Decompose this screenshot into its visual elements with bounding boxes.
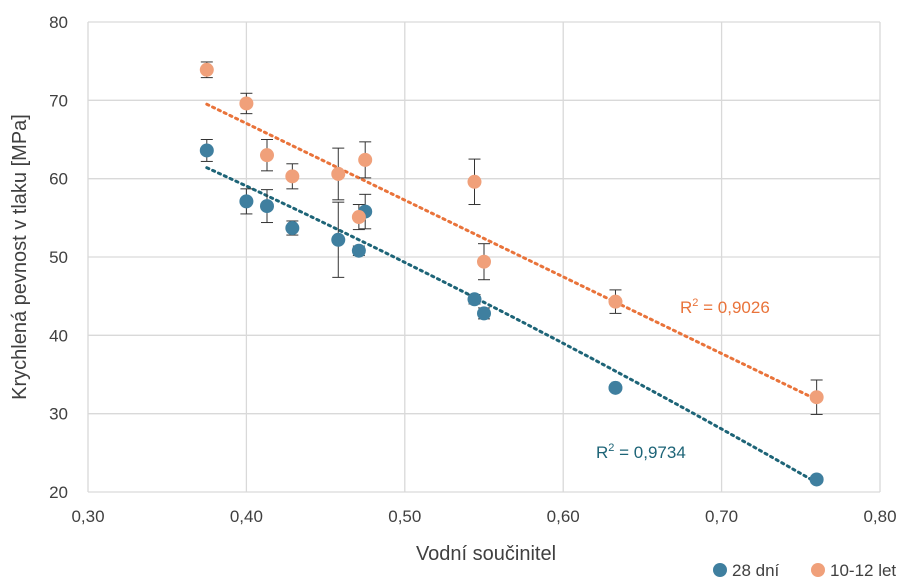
point-10-12-let bbox=[259, 148, 274, 163]
point-28-dni bbox=[467, 292, 482, 307]
legend: 28 dní 10-12 let bbox=[713, 561, 896, 580]
trendline-10-12-let bbox=[205, 102, 819, 402]
point-10-12-let bbox=[467, 174, 482, 189]
r-squared-label: R2 = 0,9734 bbox=[596, 442, 686, 462]
point-28-dni bbox=[285, 221, 300, 236]
gridlines bbox=[87, 21, 881, 493]
legend-marker-28-dni bbox=[713, 563, 727, 577]
point-28-dni bbox=[199, 143, 214, 158]
point-28-dni bbox=[351, 243, 366, 258]
y-tick-label: 80 bbox=[49, 13, 68, 32]
point-10-12-let bbox=[239, 96, 254, 111]
point-10-12-let bbox=[285, 169, 300, 184]
y-tick-label: 30 bbox=[49, 405, 68, 424]
point-28-dni bbox=[608, 380, 623, 395]
x-tick-label: 0,80 bbox=[863, 507, 896, 526]
point-28-dni bbox=[239, 194, 254, 209]
y-tick-label: 40 bbox=[49, 326, 68, 345]
point-10-12-let bbox=[477, 254, 491, 269]
legend-label-28-dni: 28 dní bbox=[732, 561, 780, 580]
point-10-12-let bbox=[809, 390, 824, 405]
x-axis-title: Vodní součinitel bbox=[416, 543, 556, 565]
x-tick-label: 0,40 bbox=[230, 507, 263, 526]
y-axis-title: Krychlená pevnost v tlaku [MPa] bbox=[9, 114, 31, 400]
point-10-12-let bbox=[331, 166, 346, 181]
point-28-dni bbox=[809, 472, 824, 487]
y-tick-label: 70 bbox=[49, 91, 68, 110]
point-10-12-let bbox=[608, 294, 623, 309]
legend-marker-10-12-let bbox=[811, 563, 825, 577]
y-tick-label: 50 bbox=[49, 248, 68, 267]
trendlines bbox=[205, 102, 819, 485]
x-tick-labels: 0,30 0,40 0,50 0,60 0,70 0,80 bbox=[71, 507, 896, 526]
r-squared-label: R2 = 0,9026 bbox=[680, 297, 770, 317]
data-points bbox=[199, 62, 824, 487]
y-tick-label: 60 bbox=[49, 170, 68, 189]
error-bars bbox=[200, 61, 823, 484]
y-tick-label: 20 bbox=[49, 483, 68, 502]
point-10-12-let bbox=[199, 62, 214, 77]
x-tick-label: 0,50 bbox=[388, 507, 421, 526]
x-tick-label: 0,30 bbox=[71, 507, 104, 526]
x-tick-label: 0,60 bbox=[547, 507, 580, 526]
trendline-28-dni bbox=[205, 166, 819, 485]
point-10-12-let bbox=[351, 210, 366, 225]
x-tick-label: 0,70 bbox=[705, 507, 738, 526]
point-10-12-let bbox=[358, 152, 373, 167]
point-28-dni bbox=[331, 232, 346, 247]
point-28-dni bbox=[259, 199, 274, 214]
legend-label-10-12-let: 10-12 let bbox=[830, 561, 896, 580]
r-squared-labels: R2 = 0,9734 R2 = 0,9026 bbox=[596, 297, 770, 462]
y-tick-labels: 20 30 40 50 60 70 80 bbox=[49, 13, 68, 502]
point-28-dni bbox=[477, 306, 491, 321]
